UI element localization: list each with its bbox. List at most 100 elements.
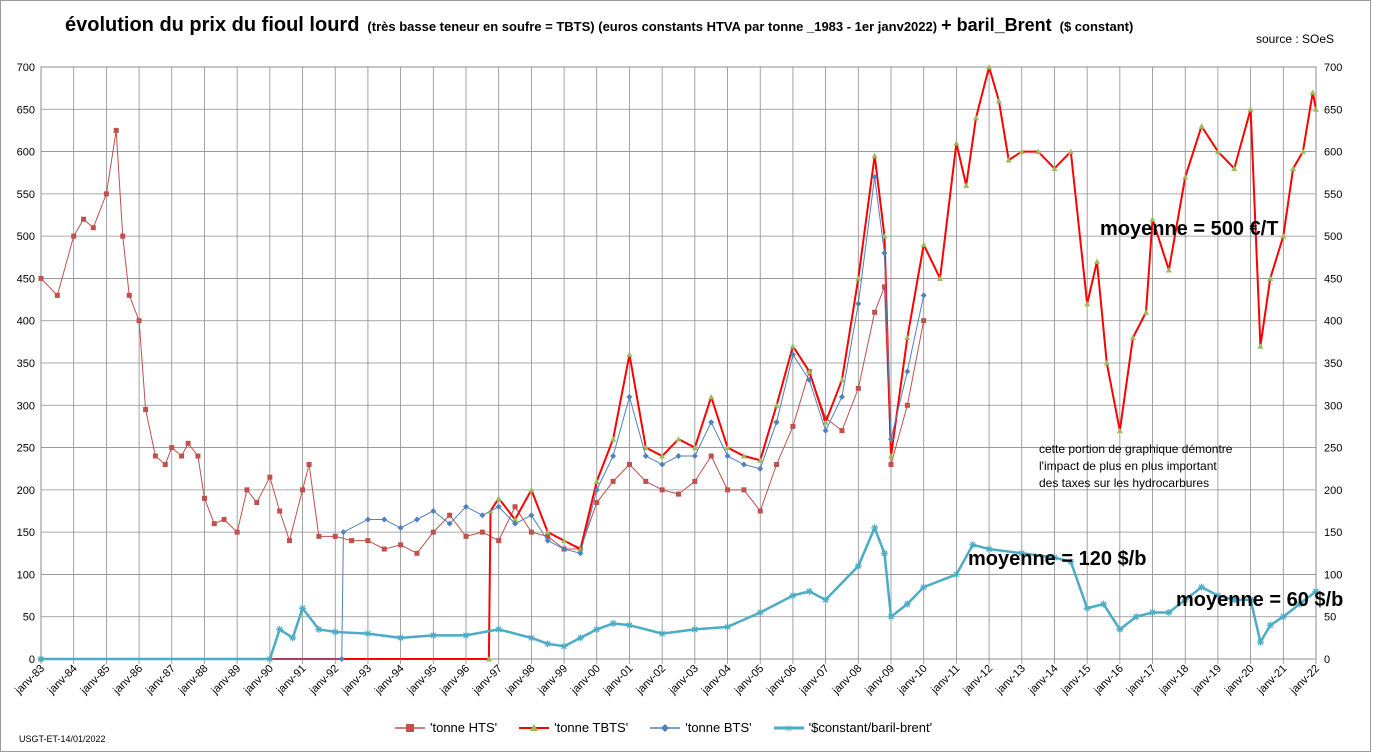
x-tick-label: janv-01 (601, 663, 636, 698)
data-point (528, 512, 535, 519)
data-point (512, 516, 519, 522)
series-line (41, 66, 1317, 660)
data-point (969, 541, 977, 549)
y2-tick-label: 150 (1324, 527, 1342, 539)
data-point (740, 453, 747, 459)
y2-tick-label: 200 (1324, 485, 1342, 497)
y-tick-label: 150 (17, 527, 35, 539)
data-point (675, 436, 682, 442)
data-point (103, 191, 109, 197)
data-point (806, 368, 813, 374)
title-brent-unit: ($ constant) (1059, 19, 1134, 34)
y2-tick-label: 500 (1324, 231, 1342, 243)
data-point (757, 457, 764, 463)
data-point (364, 516, 371, 523)
data-point (880, 549, 888, 557)
data-point (364, 630, 372, 638)
data-point (38, 275, 44, 281)
legend-label-bts: 'tonne BTS' (685, 720, 752, 735)
y2-tick-label: 550 (1324, 189, 1342, 201)
avg-brent-annotation-2: moyenne = 60 $/b (1176, 589, 1344, 611)
data-point (724, 444, 731, 451)
data-point (496, 538, 502, 544)
data-point (1132, 613, 1140, 621)
x-tick-label: janv-21 (1255, 663, 1290, 698)
x-tick-label: janv-97 (470, 663, 505, 698)
data-point (544, 529, 551, 535)
data-point (1214, 148, 1221, 155)
x-tick-label: janv-98 (503, 663, 538, 698)
data-point (986, 64, 993, 70)
data-point (560, 642, 568, 650)
data-point (338, 656, 345, 662)
x-tick-label: janv-92 (307, 663, 342, 698)
data-point (1266, 621, 1274, 629)
data-point (316, 533, 322, 539)
data-point (71, 233, 77, 239)
data-point (789, 343, 796, 349)
data-point (332, 533, 338, 539)
data-point (626, 461, 632, 467)
data-point (609, 619, 617, 627)
data-point (331, 628, 339, 636)
data-point (1165, 266, 1172, 273)
data-point (904, 402, 910, 408)
data-point (234, 529, 240, 535)
data-point (789, 351, 796, 358)
y2-tick-label: 600 (1324, 147, 1342, 159)
legend-swatch-brent: ✳ (773, 724, 804, 733)
title-main: évolution du prix du fioul lourd (65, 14, 360, 36)
data-point (1181, 596, 1189, 604)
data-point (276, 625, 284, 633)
data-point (963, 182, 970, 188)
data-point (1198, 583, 1206, 591)
data-point (381, 546, 387, 552)
data-point (658, 630, 666, 638)
data-point (872, 309, 878, 315)
legend-swatch-bts (650, 723, 681, 732)
legend-item-bts[interactable]: 'tonne BTS' (650, 720, 752, 735)
data-point (1067, 148, 1074, 155)
data-point (561, 546, 568, 553)
x-tick-label: janv-02 (634, 663, 669, 698)
data-point (1230, 596, 1238, 604)
data-point (398, 542, 404, 548)
data-point (756, 608, 764, 616)
data-point (397, 634, 405, 642)
data-point (594, 500, 600, 506)
data-point (512, 520, 519, 527)
data-point (211, 521, 217, 527)
data-point (790, 423, 796, 429)
data-point (397, 524, 404, 531)
x-tick-label: janv-03 (666, 663, 701, 698)
chart-legend: 'tonne HTS' 'tonne TBTS' 'tonne BTS' ✳ '… (395, 720, 932, 735)
data-point (349, 538, 355, 544)
x-tick-label: janv-05 (732, 663, 767, 698)
data-point (299, 604, 307, 612)
data-point (642, 444, 649, 451)
data-point (952, 570, 960, 578)
data-point (162, 461, 168, 467)
legend-label-brent: '$constant/baril-brent' (808, 720, 933, 735)
data-point (463, 503, 469, 510)
x-tick-label: janv-07 (797, 663, 832, 698)
data-point (904, 368, 911, 375)
series-1 (38, 127, 927, 556)
data-point (659, 453, 666, 459)
data-point (691, 625, 699, 633)
data-point (871, 173, 878, 180)
y-tick-label: 550 (17, 189, 35, 201)
chart-title: évolution du prix du fioul lourd (très ba… (65, 14, 1133, 37)
data-point (838, 393, 845, 400)
data-point (740, 461, 747, 468)
legend-item-tbts[interactable]: 'tonne TBTS' (519, 720, 628, 735)
x-tick-label: janv-18 (1157, 663, 1192, 698)
legend-item-brent[interactable]: ✳ '$constant/baril-brent' (773, 720, 933, 735)
x-tick-label: janv-16 (1091, 663, 1126, 698)
svg-text:✳: ✳ (784, 724, 792, 733)
data-point (1149, 216, 1156, 222)
legend-item-hts[interactable]: 'tonne HTS' (395, 720, 497, 735)
legend-swatch-tbts (519, 723, 550, 731)
data-point (854, 562, 862, 570)
